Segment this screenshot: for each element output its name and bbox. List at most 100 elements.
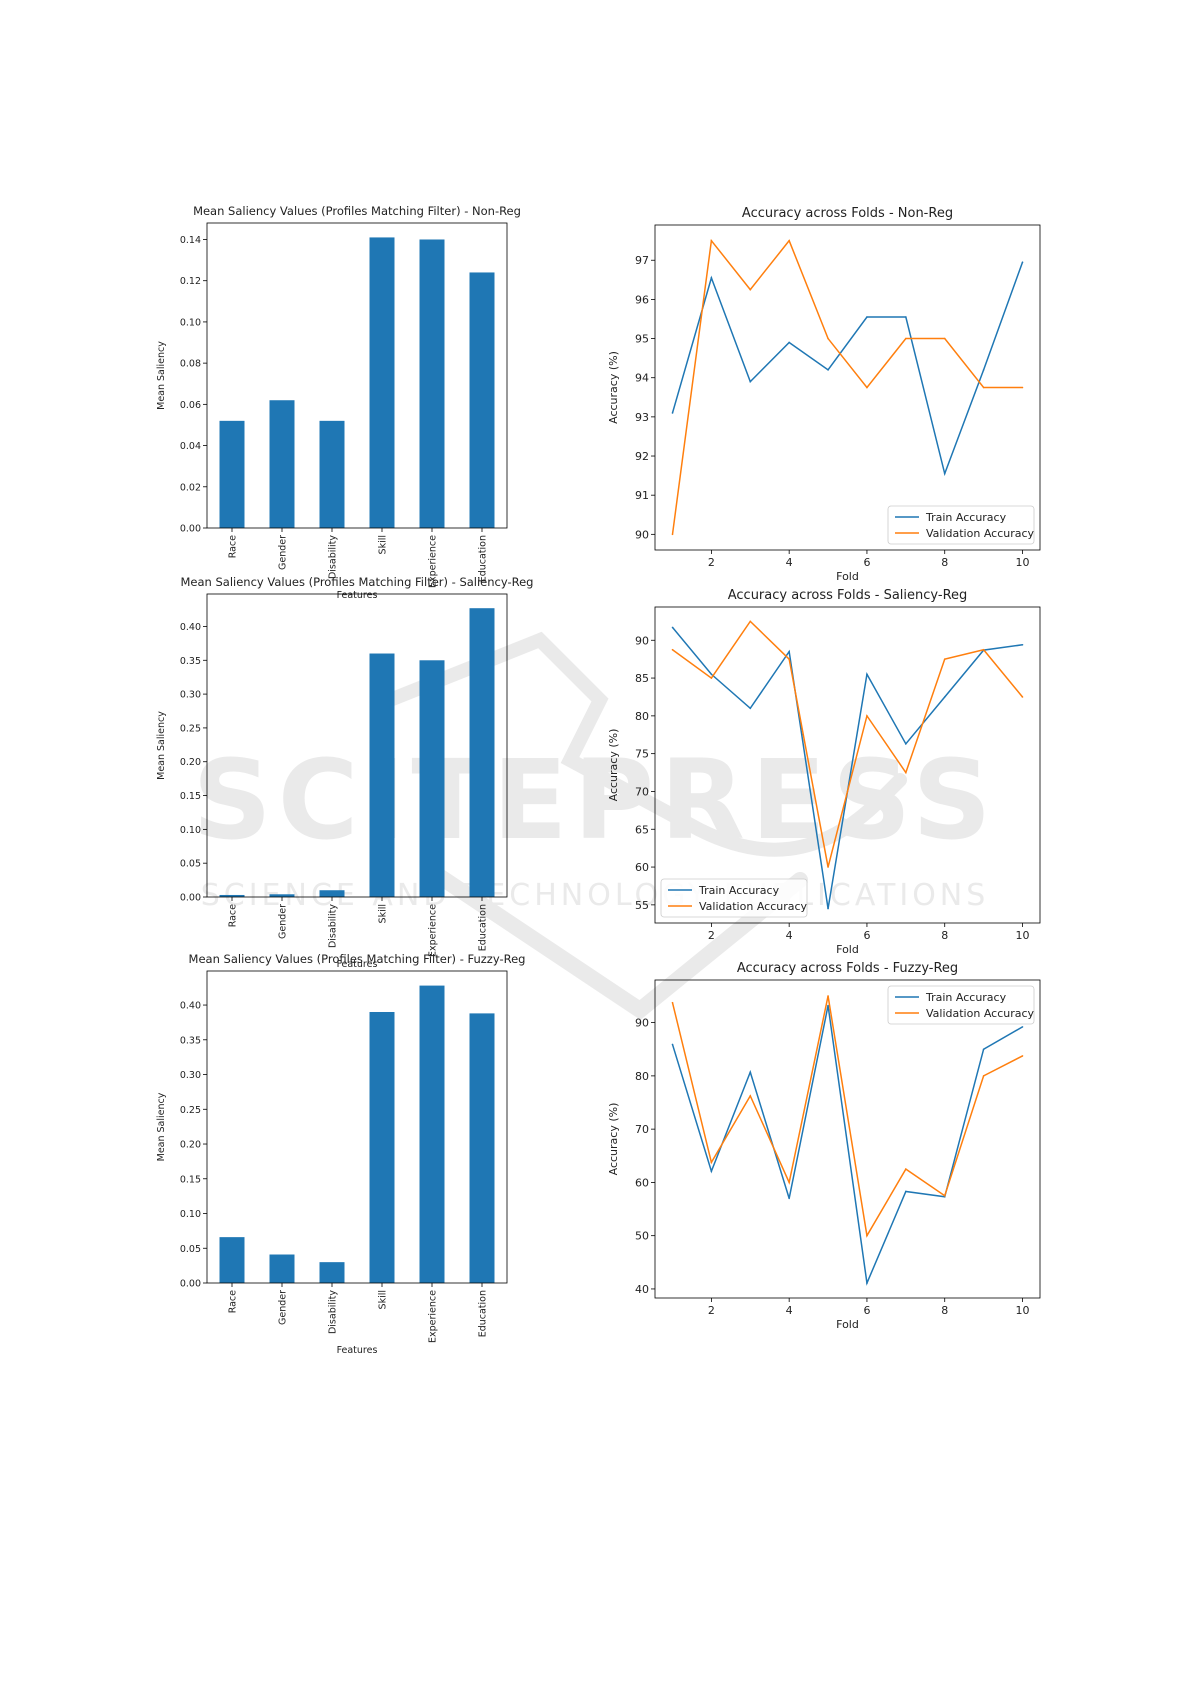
y-axis-label: Accuracy (%) [607, 351, 620, 424]
data-point [671, 533, 674, 536]
legend: Train Accuracy Validation Accuracy [887, 505, 1035, 545]
data-point [749, 707, 752, 710]
data-point [866, 316, 868, 318]
data-point [905, 771, 907, 774]
data-point [710, 677, 713, 679]
data-point [1021, 261, 1024, 263]
y-tick-label: 95 [635, 333, 649, 346]
bar-gender [269, 400, 295, 528]
data-point [982, 369, 985, 371]
x-axis-label: Fold [836, 570, 859, 583]
x-tick-label-skill: Skill [378, 535, 389, 554]
legend-box [660, 878, 808, 918]
y-tick-label: 0.12 [180, 276, 201, 287]
bar-experience [419, 660, 445, 897]
bar-gender [269, 894, 295, 897]
data-point [905, 337, 907, 340]
x-tick-label-education: Education [478, 535, 489, 582]
data-point [827, 995, 829, 997]
y-tick-label: 0.00 [180, 1279, 201, 1290]
bar-disability [319, 1262, 345, 1283]
legend: Train Accuracy Validation Accuracy [660, 878, 808, 918]
y-tick-label: 0.15 [180, 1174, 201, 1185]
chart-title: Accuracy across Folds - Saliency-Reg [728, 588, 968, 603]
x-tick-label: 2 [708, 556, 715, 569]
legend-label-train-accuracy: Train Accuracy [925, 991, 1007, 1004]
data-point [749, 380, 752, 383]
y-tick-label: 0.30 [180, 1070, 201, 1081]
data-point [749, 620, 752, 623]
data-point [749, 288, 752, 291]
data-point [788, 239, 790, 242]
data-point [788, 1181, 790, 1184]
data-point [866, 673, 868, 676]
bar-race [219, 420, 245, 528]
legend-label-train-accuracy: Train Accuracy [698, 884, 780, 897]
x-tick-label: 8 [941, 1304, 948, 1317]
x-tick-label-experience: Experience [428, 904, 439, 957]
legend: Train Accuracy Validation Accuracy [887, 985, 1035, 1025]
y-tick-label: 80 [635, 1070, 649, 1083]
y-tick-label: 0.05 [180, 859, 201, 870]
x-tick-label-disability: Disability [328, 1290, 339, 1334]
plot-frame [654, 224, 1041, 551]
x-tick-label-experience: Experience [428, 535, 439, 588]
x-axis-label: Fold [836, 943, 859, 956]
bar-education [469, 272, 495, 528]
series-line-validation-accuracy [672, 620, 1024, 868]
y-tick-label: 0.06 [180, 400, 201, 411]
data-point [943, 696, 946, 698]
y-tick-label: 0.25 [180, 723, 201, 734]
x-axis-label: Features [337, 590, 378, 601]
x-tick-label-education: Education [478, 1290, 489, 1337]
x-tick-label: 8 [941, 929, 948, 942]
data-point [1021, 696, 1024, 698]
data-point [671, 648, 674, 651]
data-point [710, 673, 713, 676]
x-tick-label: 2 [708, 1304, 715, 1317]
chart-title: Accuracy across Folds - Non-Reg [742, 206, 953, 221]
data-point [943, 1194, 946, 1197]
y-tick-label: 55 [635, 899, 649, 912]
bar-gender [269, 1254, 295, 1283]
y-tick-label: 91 [635, 489, 649, 502]
x-tick-label: 4 [786, 1304, 793, 1317]
bar-skill [369, 1011, 395, 1283]
y-tick-label: 0.20 [180, 1140, 201, 1151]
data-point [710, 277, 713, 279]
bar-skill [369, 237, 395, 529]
data-point [827, 866, 829, 868]
y-axis-label: Mean Saliency [156, 341, 167, 410]
y-tick-label: 0.35 [180, 1035, 201, 1046]
data-point [671, 412, 674, 414]
y-tick-label: 93 [635, 411, 649, 424]
y-tick-label: 0.40 [180, 1001, 201, 1012]
y-tick-label: 0.10 [180, 317, 201, 328]
y-tick-label: 0.30 [180, 690, 201, 701]
y-tick-label: 0.25 [180, 1105, 201, 1116]
data-point [982, 648, 985, 651]
data-point [671, 626, 674, 629]
y-tick-label: 0.15 [180, 791, 201, 802]
data-point [982, 386, 985, 389]
x-tick-label-disability: Disability [328, 535, 339, 579]
y-tick-label: 65 [635, 823, 649, 836]
data-point [788, 650, 790, 653]
data-point [1021, 643, 1024, 646]
x-tick-label-disability: Disability [328, 904, 339, 948]
bar-disability [319, 420, 345, 528]
bar-experience [419, 985, 445, 1283]
y-tick-label: 85 [635, 672, 649, 685]
y-tick-label: 90 [635, 1017, 649, 1030]
line-chart-fuzzy-reg: Accuracy across Folds - Fuzzy-Reg 40 50 60 7… [607, 961, 1041, 1331]
x-tick-label-gender: Gender [278, 904, 289, 939]
x-tick-label: 10 [1016, 556, 1030, 569]
y-tick-label: 80 [635, 710, 649, 723]
data-point [749, 1071, 752, 1073]
data-point [866, 715, 868, 717]
series-line-validation-accuracy [671, 995, 1023, 1238]
plot-frame [206, 593, 508, 898]
legend-label-train-accuracy: Train Accuracy [925, 511, 1007, 524]
data-point [982, 1075, 985, 1077]
line-chart-non-reg: Accuracy across Folds - Non-Reg 90 91 92 93 9… [607, 206, 1041, 583]
